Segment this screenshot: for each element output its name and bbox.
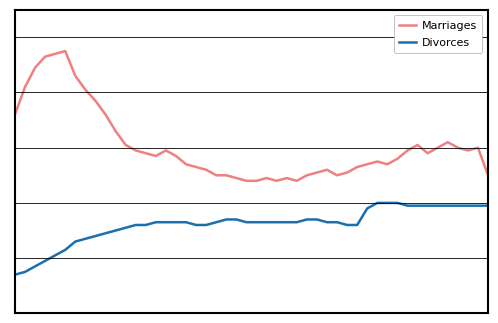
Legend: Marriages, Divorces: Marriages, Divorces (394, 15, 483, 53)
